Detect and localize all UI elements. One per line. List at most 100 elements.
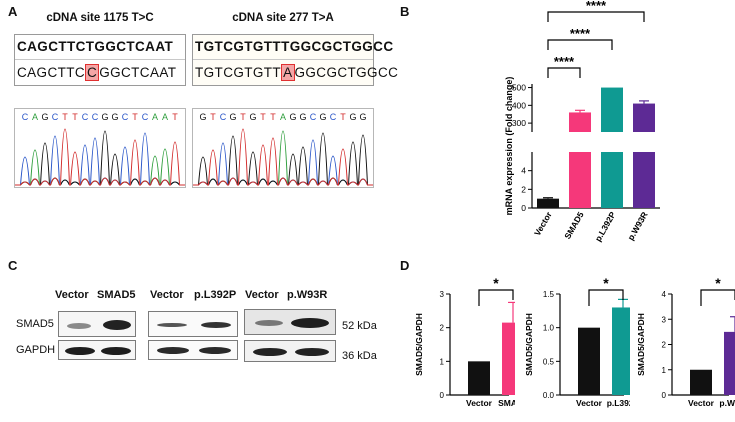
x-tick-label: SMAD5 xyxy=(562,210,586,241)
bar xyxy=(502,322,515,395)
base-call-label: T xyxy=(132,112,138,122)
bar xyxy=(633,152,655,208)
kda-label-36: 36 kDa xyxy=(342,350,377,362)
panel-letter-b: B xyxy=(400,4,410,19)
y-tick-label: 0 xyxy=(662,391,667,400)
base-call-label: G xyxy=(359,112,366,122)
y-tick-label: 2 xyxy=(662,341,667,350)
base-call-label: T xyxy=(172,112,178,122)
blot-lane-label: Vector xyxy=(245,289,279,301)
blot-band xyxy=(255,320,283,326)
significance-label: **** xyxy=(586,0,607,13)
x-tick-label: SMAD5 xyxy=(498,398,515,408)
blot-band xyxy=(157,347,189,354)
base-call-label: C xyxy=(92,112,99,122)
seq-divider xyxy=(193,59,373,60)
trace-t xyxy=(193,128,373,186)
blot-band xyxy=(199,347,231,354)
panel-letter-d: D xyxy=(400,258,410,273)
x-tick-label: Vector xyxy=(688,398,715,408)
mut-seq-pre: CAGCTTC xyxy=(17,65,86,80)
panel-letter-a: A xyxy=(8,4,18,19)
bar xyxy=(468,361,490,395)
base-call-label: A xyxy=(280,112,286,122)
mut-sequence-right: TGTCGTGTT A GGCGCTGGCC xyxy=(195,64,399,81)
base-call-label: A xyxy=(32,112,38,122)
base-call-label: G xyxy=(199,112,206,122)
blot-band xyxy=(201,322,231,328)
base-call-label: T xyxy=(62,112,68,122)
base-call-label: C xyxy=(330,112,337,122)
ref-sequence-left: CAGCTTCTGGCTCAAT xyxy=(17,39,174,54)
blot-lane-label: SMAD5 xyxy=(97,289,136,301)
blot-band xyxy=(101,347,131,355)
mut-seq-pre: TGTCGTGTT xyxy=(195,65,282,80)
significance-bracket xyxy=(478,289,514,306)
blot-smad5-group1 xyxy=(58,311,136,337)
blot-gapdh-group1 xyxy=(58,340,136,360)
significance-bracket xyxy=(547,11,645,22)
seq-divider xyxy=(15,59,185,60)
blot-band xyxy=(157,323,187,327)
significance-label: * xyxy=(603,275,609,291)
y-axis-label: mRNA expression (Fold change) xyxy=(504,77,514,216)
blot-smad5-group2 xyxy=(148,311,238,337)
significance-bracket xyxy=(588,289,624,306)
significance-label: * xyxy=(493,275,499,291)
y-tick-label: 1.0 xyxy=(543,324,555,333)
seq-title-right: cDNA site 277 T>A xyxy=(232,12,334,24)
trace-g xyxy=(15,130,185,186)
blot-gapdh-group2 xyxy=(148,340,238,360)
base-call-label: C xyxy=(310,112,317,122)
y-tick-label: 3 xyxy=(662,315,667,324)
mut-seq-post: GGCTCAAT xyxy=(99,65,177,80)
y-axis-label: SMAD5/GAPDH xyxy=(636,313,646,376)
blot-lane-label: Vector xyxy=(150,289,184,301)
y-axis-label: SMAD5/GAPDH xyxy=(524,313,534,376)
bar xyxy=(569,152,591,208)
mut-seq-post: GGCGCTGGCC xyxy=(294,65,399,80)
blot-lane-label: Vector xyxy=(55,289,89,301)
y-tick-label: 0.5 xyxy=(543,357,555,366)
base-call-label: C xyxy=(220,112,227,122)
y-tick-label: 1 xyxy=(440,357,445,366)
seq-box-left: CAGCTTCTGGCTCAAT CAGCTTC C GGCTCAAT xyxy=(14,34,186,86)
y-tick-label: 4 xyxy=(521,166,526,176)
significance-bracket xyxy=(547,39,613,50)
blot-band xyxy=(253,348,287,356)
base-call-label: G xyxy=(41,112,48,122)
mut-sequence-left: CAGCTTC C GGCTCAAT xyxy=(17,64,177,81)
seq-box-right: TGTCGTGTTTGGCGCTGGCC TGTCGTGTT A GGCGCTGGC… xyxy=(192,34,398,86)
blot-band xyxy=(103,320,131,330)
blot-lane-label: p.W93R xyxy=(287,289,328,301)
base-call-label: G xyxy=(289,112,296,122)
bar xyxy=(578,327,600,395)
kda-label-52: 52 kDa xyxy=(342,320,377,332)
y-tick-label: 2 xyxy=(440,324,445,333)
significance-label: **** xyxy=(554,54,575,69)
y-tick-label: 2 xyxy=(521,184,526,194)
base-call-label: T xyxy=(260,112,266,122)
significance-label: **** xyxy=(570,26,591,41)
y-tick-label: 1 xyxy=(662,366,667,375)
bar xyxy=(612,307,630,395)
x-tick-label: p.L392P xyxy=(593,210,618,244)
base-call-label: G xyxy=(349,112,356,122)
base-call-label: G xyxy=(101,112,108,122)
base-call-label: T xyxy=(270,112,276,122)
base-call-label: G xyxy=(299,112,306,122)
bar xyxy=(690,369,712,395)
blot-band xyxy=(291,318,329,328)
base-call-label: T xyxy=(210,112,216,122)
y-tick-label: 4 xyxy=(662,290,667,299)
base-call-label: T xyxy=(240,112,246,122)
base-call-label: T xyxy=(72,112,78,122)
blot-row-label-smad5: SMAD5 xyxy=(16,318,54,330)
base-call-label: G xyxy=(319,112,326,122)
base-call-label: C xyxy=(52,112,59,122)
base-call-label: C xyxy=(142,112,149,122)
chart-d1-smad5: 0 1 2 3 SMAD5/GAPDH Vector SMAD5 * xyxy=(414,275,515,408)
